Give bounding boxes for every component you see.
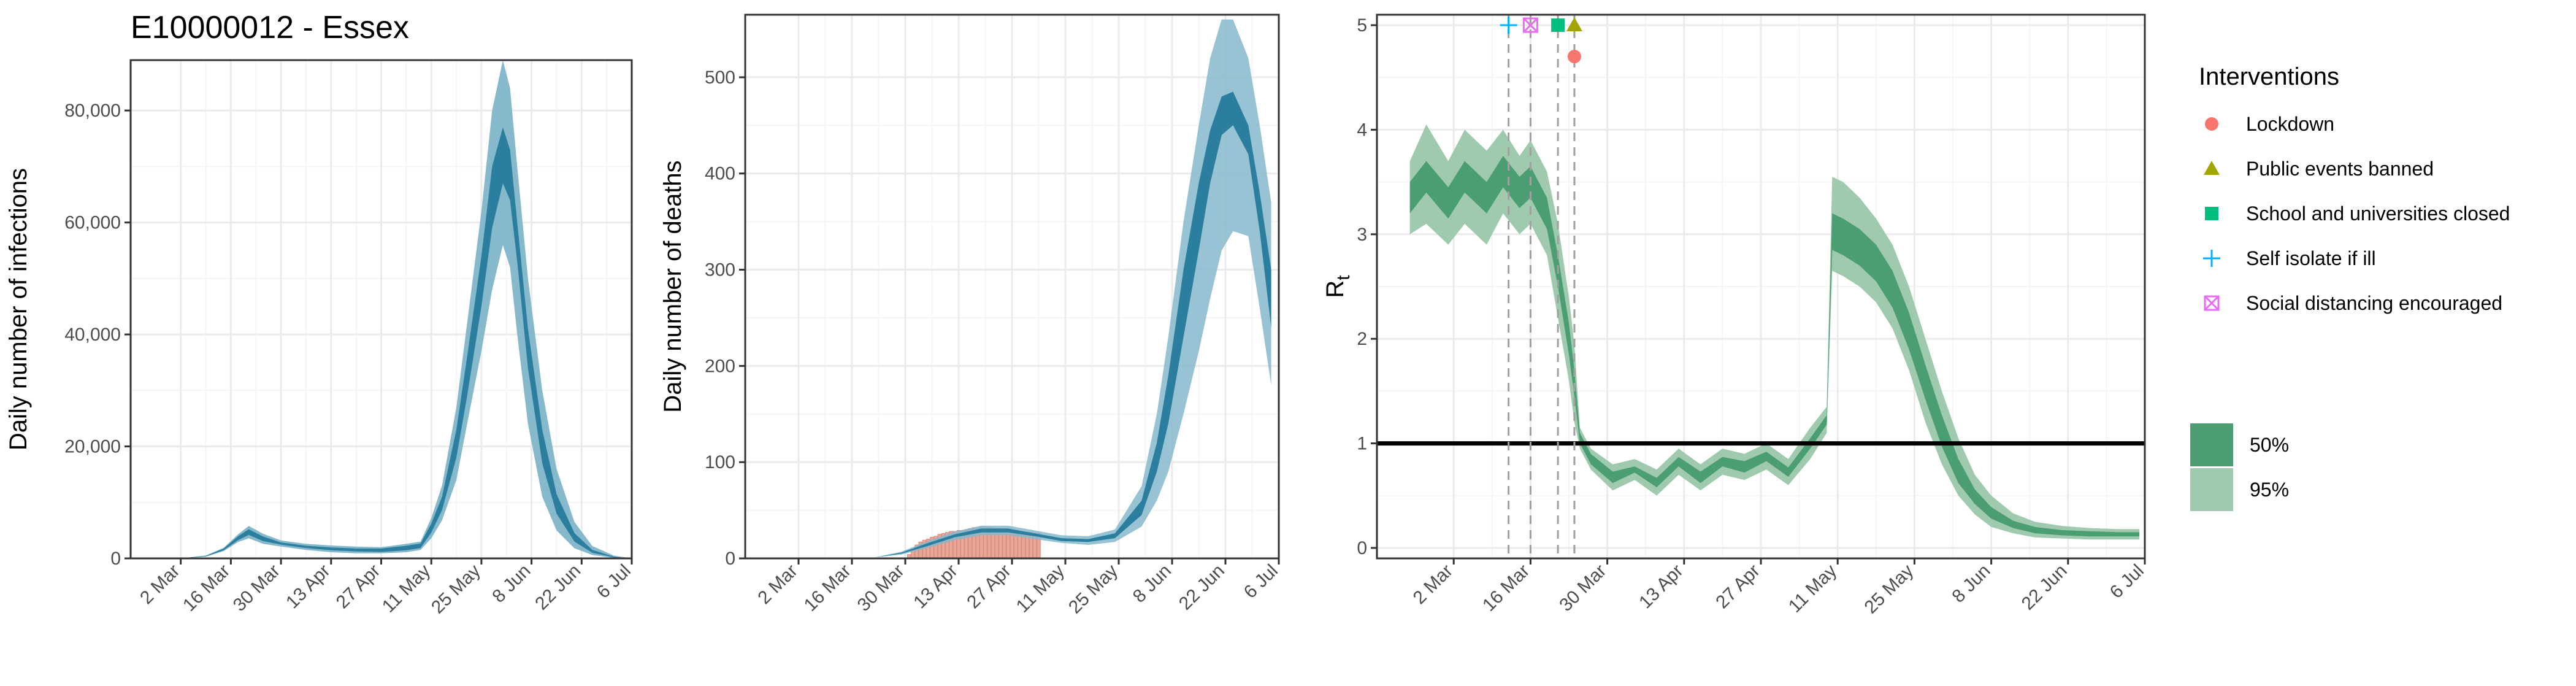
intervention-marker-box — [1522, 17, 1538, 33]
rt-y-tick-label: 2 — [1357, 329, 1367, 349]
legend-key-square-cross-stroke — [2204, 295, 2220, 311]
legend-item-label: Self isolate if ill — [2246, 247, 2376, 269]
infections-y-tick-label: 20,000 — [64, 437, 121, 457]
legend-interval-swatch — [2190, 423, 2233, 466]
intervention-marker — [1551, 18, 1565, 33]
legend-item-label: Public events banned — [2246, 158, 2434, 180]
legend-key-square-cross-box — [2204, 295, 2220, 311]
rt-y-tick-label: 3 — [1357, 225, 1367, 245]
rt-y-tick-label: 4 — [1357, 120, 1367, 140]
intervention-marker — [1500, 17, 1517, 34]
legend-item-label: Social distancing encouraged — [2246, 292, 2502, 314]
legend-item-label: School and universities closed — [2246, 202, 2510, 225]
legend-item-label: Lockdown — [2246, 113, 2334, 135]
legend-key-plus — [2203, 250, 2220, 267]
legend-key-square-cross — [2204, 295, 2220, 311]
infections-y-tick-label: 40,000 — [64, 325, 121, 345]
deaths-y-tick-label: 200 — [705, 356, 735, 376]
figure-title: E10000012 - Essex — [131, 10, 409, 45]
legend-interval-label: 50% — [2250, 434, 2289, 456]
legend-key-square — [2205, 207, 2218, 220]
rt-y-tick-label: 1 — [1357, 434, 1367, 454]
infections-y-axis-title: Daily number of infections — [5, 168, 32, 450]
intervention-marker-stroke — [1523, 17, 1538, 33]
legend-key-circle — [2205, 117, 2218, 131]
interventions-legend: Interventions Lockdown Public events banne… — [2190, 63, 2510, 511]
infections-y-tick-label: 80,000 — [64, 101, 121, 121]
legend-key-triangle — [2204, 161, 2220, 175]
rt-y-tick-label: 5 — [1357, 15, 1367, 36]
rt-ribbon-50 — [1409, 156, 2140, 537]
deaths-y-axis-title: Daily number of deaths — [659, 160, 686, 412]
deaths-y-tick-label: 100 — [705, 452, 735, 472]
legend-title: Interventions — [2199, 63, 2339, 90]
rt-y-axis-title-subscript: t — [1333, 275, 1354, 280]
infections-y-tick-label: 60,000 — [64, 213, 121, 233]
intervention-marker — [1566, 17, 1582, 32]
infections-y-tick-label: 0 — [110, 549, 121, 569]
intervention-marker — [1522, 17, 1538, 33]
rt-y-tick-label: 0 — [1357, 538, 1367, 558]
intervention-marker — [1567, 50, 1581, 64]
deaths-y-tick-label: 400 — [705, 164, 735, 184]
deaths-y-tick-label: 0 — [725, 549, 735, 569]
legend-interval-label: 95% — [2250, 479, 2289, 501]
deaths-y-tick-label: 500 — [705, 67, 735, 88]
legend-interval-swatch — [2190, 468, 2233, 511]
deaths-y-tick-label: 300 — [705, 260, 735, 280]
rt-ribbon-95 — [1409, 124, 2140, 540]
